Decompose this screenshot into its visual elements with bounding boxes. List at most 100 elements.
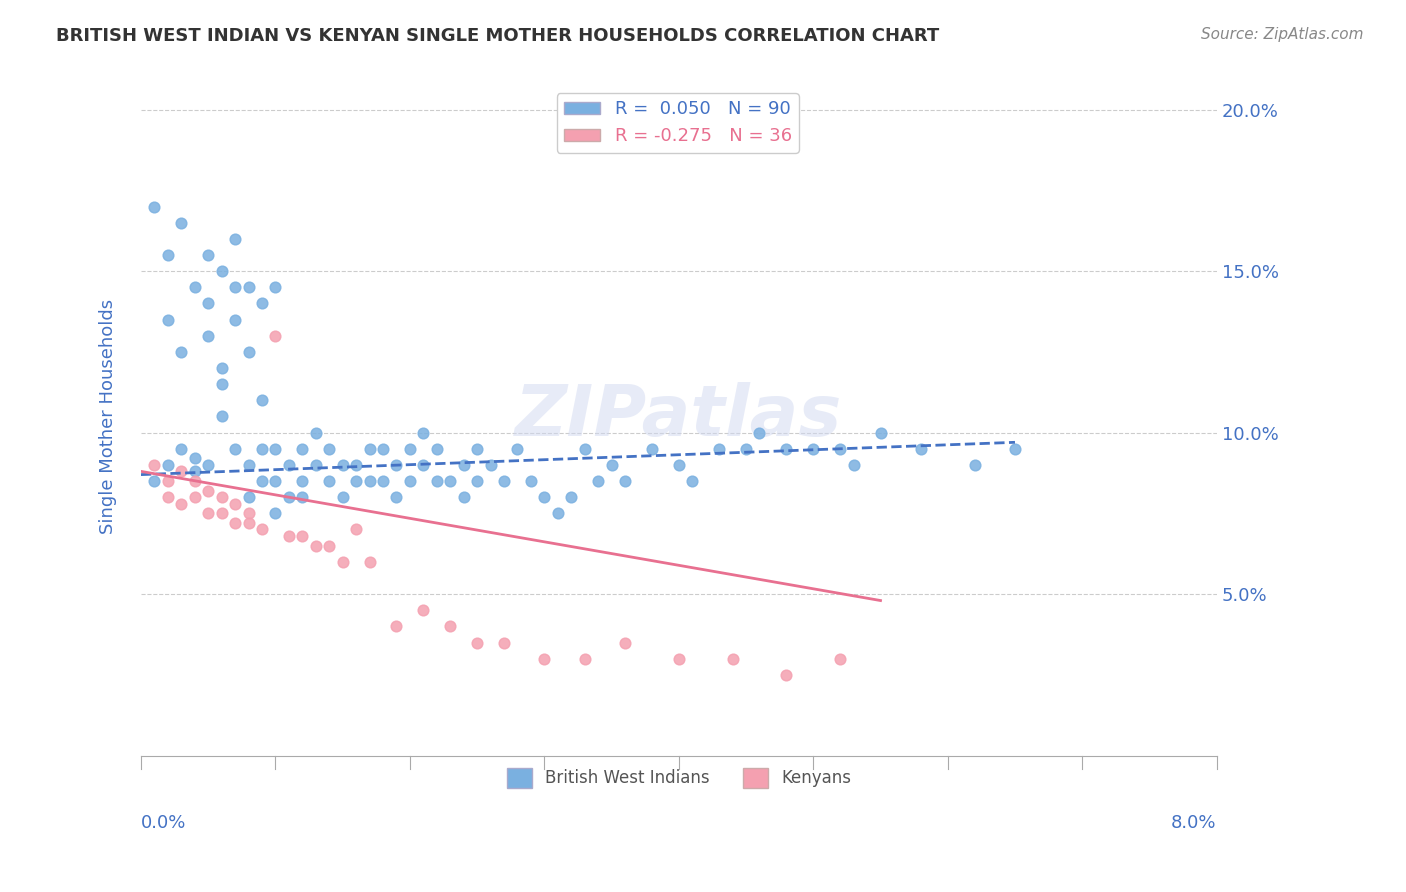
Point	[830, 442, 852, 456]
Point	[264, 442, 287, 456]
Point	[250, 442, 273, 456]
Point	[842, 458, 865, 472]
Point	[614, 474, 637, 488]
Point	[170, 345, 193, 359]
Point	[277, 458, 299, 472]
Point	[250, 523, 273, 537]
Point	[170, 464, 193, 478]
Point	[775, 668, 797, 682]
Point	[156, 474, 179, 488]
Point	[184, 490, 207, 504]
Point	[412, 425, 434, 440]
Point	[224, 516, 246, 530]
Point	[385, 490, 408, 504]
Point	[492, 635, 515, 649]
Point	[277, 490, 299, 504]
Y-axis label: Single Mother Households: Single Mother Households	[100, 299, 117, 534]
Point	[775, 442, 797, 456]
Point	[197, 458, 219, 472]
Point	[318, 442, 340, 456]
Point	[359, 555, 381, 569]
Point	[399, 474, 422, 488]
Point	[197, 328, 219, 343]
Point	[506, 442, 529, 456]
Point	[830, 651, 852, 665]
Point	[277, 529, 299, 543]
Point	[641, 442, 664, 456]
Point	[574, 442, 596, 456]
Point	[465, 474, 488, 488]
Point	[412, 603, 434, 617]
Point	[465, 442, 488, 456]
Point	[453, 490, 475, 504]
Point	[344, 474, 367, 488]
Point	[748, 425, 770, 440]
Point	[963, 458, 986, 472]
Point	[574, 651, 596, 665]
Point	[412, 458, 434, 472]
Point	[614, 635, 637, 649]
Point	[197, 507, 219, 521]
Point	[170, 442, 193, 456]
Point	[533, 651, 555, 665]
Point	[371, 442, 394, 456]
Point	[224, 312, 246, 326]
Point	[318, 474, 340, 488]
Point	[211, 507, 233, 521]
Point	[156, 312, 179, 326]
Point	[184, 280, 207, 294]
Point	[291, 490, 314, 504]
Point	[224, 442, 246, 456]
Text: Source: ZipAtlas.com: Source: ZipAtlas.com	[1201, 27, 1364, 42]
Point	[238, 516, 260, 530]
Point	[305, 425, 328, 440]
Point	[238, 345, 260, 359]
Point	[560, 490, 582, 504]
Point	[264, 507, 287, 521]
Point	[735, 442, 758, 456]
Point	[305, 539, 328, 553]
Point	[143, 458, 166, 472]
Point	[197, 296, 219, 310]
Point	[332, 555, 354, 569]
Point	[156, 458, 179, 472]
Point	[156, 490, 179, 504]
Point	[586, 474, 609, 488]
Point	[359, 442, 381, 456]
Point	[238, 507, 260, 521]
Point	[547, 507, 569, 521]
Point	[426, 474, 449, 488]
Point	[184, 451, 207, 466]
Point	[211, 377, 233, 392]
Point	[344, 458, 367, 472]
Point	[492, 474, 515, 488]
Point	[668, 651, 690, 665]
Point	[707, 442, 730, 456]
Text: 8.0%: 8.0%	[1171, 814, 1216, 831]
Point	[224, 497, 246, 511]
Point	[332, 490, 354, 504]
Point	[453, 458, 475, 472]
Point	[520, 474, 543, 488]
Point	[197, 483, 219, 498]
Point	[385, 458, 408, 472]
Point	[801, 442, 824, 456]
Point	[359, 474, 381, 488]
Text: 0.0%: 0.0%	[141, 814, 187, 831]
Point	[143, 200, 166, 214]
Point	[264, 280, 287, 294]
Point	[668, 458, 690, 472]
Point	[211, 264, 233, 278]
Point	[143, 474, 166, 488]
Point	[224, 232, 246, 246]
Point	[721, 651, 744, 665]
Point	[184, 464, 207, 478]
Point	[533, 490, 555, 504]
Point	[869, 425, 891, 440]
Point	[910, 442, 932, 456]
Point	[238, 280, 260, 294]
Point	[224, 280, 246, 294]
Point	[170, 497, 193, 511]
Point	[399, 442, 422, 456]
Point	[305, 458, 328, 472]
